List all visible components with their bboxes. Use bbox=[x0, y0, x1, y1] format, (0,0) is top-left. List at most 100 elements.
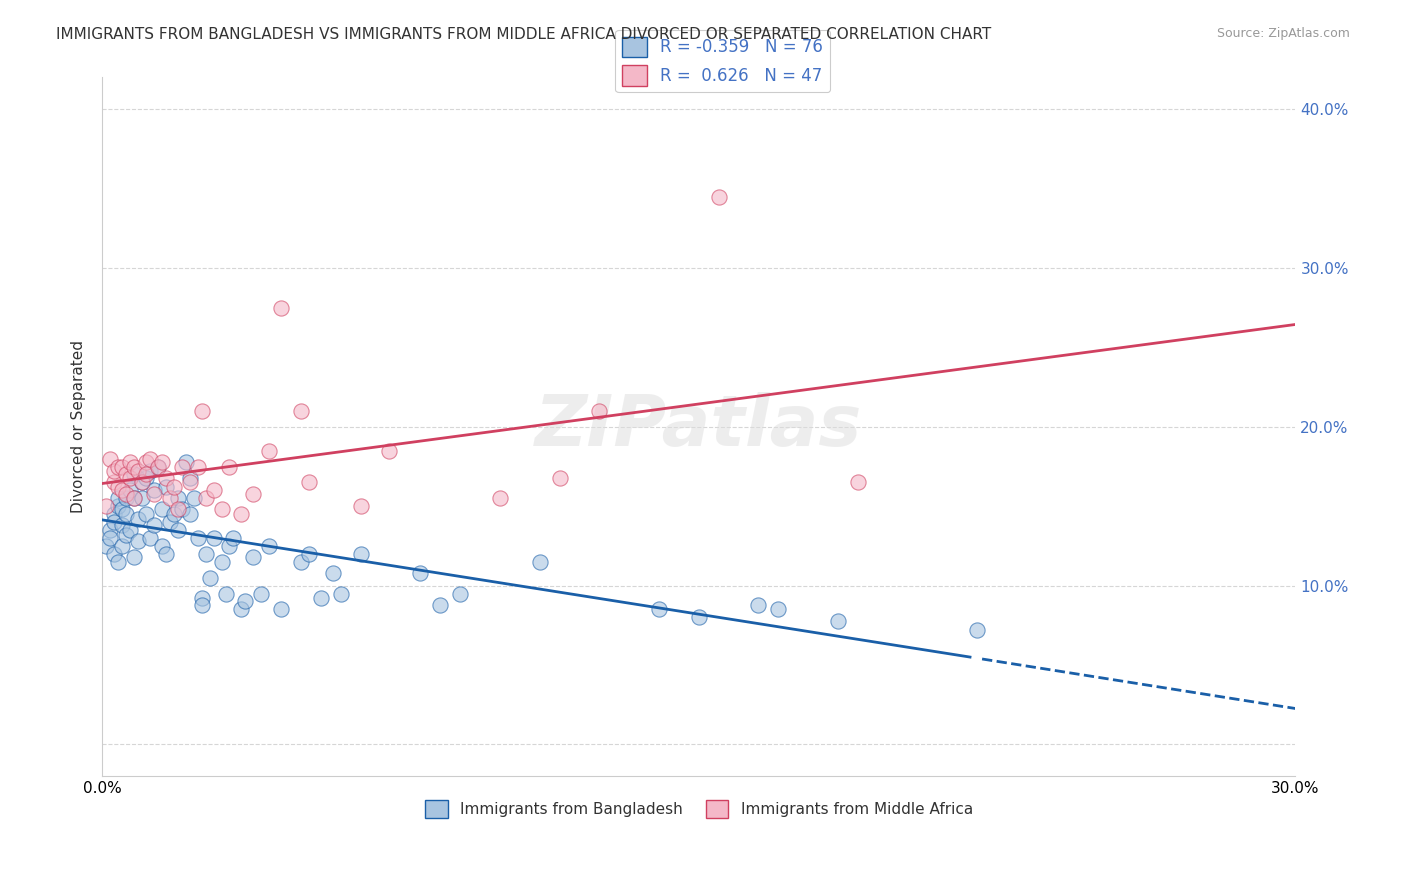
Point bbox=[166, 523, 188, 537]
Point bbox=[259, 539, 281, 553]
Point bbox=[150, 539, 173, 553]
Point bbox=[135, 467, 157, 482]
Point bbox=[146, 459, 169, 474]
Point bbox=[747, 598, 769, 612]
Point bbox=[122, 491, 145, 506]
Y-axis label: Divorced or Separated: Divorced or Separated bbox=[72, 341, 86, 513]
Point bbox=[96, 539, 118, 553]
Point bbox=[194, 547, 217, 561]
Point bbox=[707, 189, 730, 203]
Point bbox=[115, 507, 138, 521]
Point bbox=[290, 555, 312, 569]
Point bbox=[966, 623, 988, 637]
Point bbox=[231, 507, 253, 521]
Point bbox=[159, 491, 181, 506]
Point bbox=[111, 483, 134, 498]
Point bbox=[146, 459, 169, 474]
Legend: Immigrants from Bangladesh, Immigrants from Middle Africa: Immigrants from Bangladesh, Immigrants f… bbox=[419, 794, 979, 824]
Point bbox=[187, 531, 209, 545]
Point bbox=[350, 499, 373, 513]
Point bbox=[179, 470, 201, 484]
Point bbox=[135, 455, 157, 469]
Point bbox=[111, 518, 134, 533]
Point bbox=[588, 404, 610, 418]
Point bbox=[187, 459, 209, 474]
Point bbox=[115, 467, 138, 482]
Point bbox=[174, 455, 197, 469]
Point bbox=[170, 459, 193, 474]
Point bbox=[409, 566, 432, 580]
Point bbox=[127, 464, 149, 478]
Point bbox=[259, 443, 281, 458]
Point bbox=[290, 404, 312, 418]
Point bbox=[115, 528, 138, 542]
Point bbox=[846, 475, 869, 490]
Point bbox=[202, 483, 225, 498]
Point bbox=[155, 480, 177, 494]
Point bbox=[155, 547, 177, 561]
Point bbox=[103, 464, 125, 478]
Point bbox=[768, 602, 790, 616]
Point bbox=[111, 502, 134, 516]
Point bbox=[166, 502, 188, 516]
Point bbox=[231, 602, 253, 616]
Point bbox=[142, 483, 165, 498]
Text: ZIPatlas: ZIPatlas bbox=[536, 392, 862, 461]
Point bbox=[179, 507, 201, 521]
Point bbox=[111, 539, 134, 553]
Point bbox=[122, 491, 145, 506]
Point bbox=[548, 470, 571, 484]
Point bbox=[127, 512, 149, 526]
Point bbox=[142, 518, 165, 533]
Point bbox=[298, 475, 321, 490]
Point bbox=[139, 451, 162, 466]
Point bbox=[118, 483, 141, 498]
Point bbox=[98, 523, 121, 537]
Point bbox=[115, 491, 138, 506]
Point bbox=[122, 459, 145, 474]
Point bbox=[648, 602, 671, 616]
Point bbox=[190, 591, 212, 606]
Point bbox=[329, 586, 352, 600]
Point bbox=[115, 486, 138, 500]
Point bbox=[98, 531, 121, 545]
Point bbox=[242, 486, 264, 500]
Point bbox=[103, 547, 125, 561]
Point bbox=[122, 467, 145, 482]
Point bbox=[135, 470, 157, 484]
Point bbox=[214, 586, 236, 600]
Point bbox=[377, 443, 399, 458]
Point bbox=[489, 491, 512, 506]
Point bbox=[198, 571, 221, 585]
Point bbox=[170, 502, 193, 516]
Point bbox=[107, 459, 129, 474]
Point bbox=[202, 531, 225, 545]
Point bbox=[111, 459, 134, 474]
Point bbox=[135, 507, 157, 521]
Point bbox=[194, 491, 217, 506]
Point bbox=[150, 502, 173, 516]
Point bbox=[122, 549, 145, 564]
Point bbox=[211, 555, 233, 569]
Text: IMMIGRANTS FROM BANGLADESH VS IMMIGRANTS FROM MIDDLE AFRICA DIVORCED OR SEPARATE: IMMIGRANTS FROM BANGLADESH VS IMMIGRANTS… bbox=[56, 27, 991, 42]
Point bbox=[139, 464, 162, 478]
Point bbox=[270, 602, 292, 616]
Point bbox=[107, 499, 129, 513]
Point bbox=[309, 591, 332, 606]
Point bbox=[131, 491, 153, 506]
Point bbox=[142, 486, 165, 500]
Point bbox=[270, 301, 292, 315]
Point bbox=[183, 491, 205, 506]
Point bbox=[449, 586, 471, 600]
Point bbox=[103, 515, 125, 529]
Point bbox=[190, 404, 212, 418]
Point bbox=[118, 523, 141, 537]
Point bbox=[222, 531, 245, 545]
Point bbox=[163, 480, 186, 494]
Point bbox=[250, 586, 273, 600]
Point bbox=[190, 598, 212, 612]
Point bbox=[155, 470, 177, 484]
Point bbox=[159, 515, 181, 529]
Point bbox=[103, 507, 125, 521]
Point bbox=[218, 459, 240, 474]
